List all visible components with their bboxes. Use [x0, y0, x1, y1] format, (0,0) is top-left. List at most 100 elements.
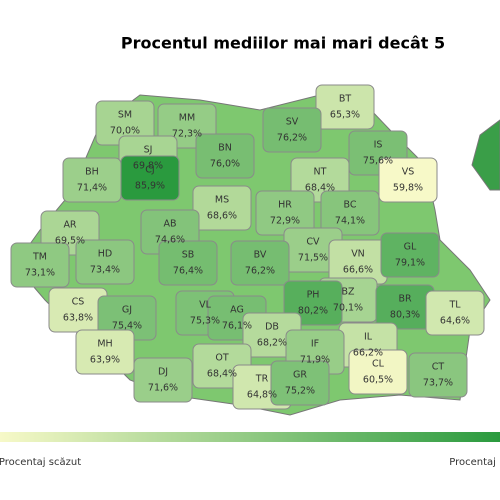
county-value: 64,6% — [440, 316, 470, 327]
county-value: 75,6% — [363, 156, 393, 167]
county-code: AB — [163, 219, 176, 230]
county-code: GL — [404, 242, 417, 253]
county-code: PH — [307, 290, 320, 301]
county — [195, 133, 255, 179]
county-value: 71,9% — [300, 355, 330, 366]
county-value: 72,9% — [270, 216, 300, 227]
county-value: 80,3% — [390, 310, 420, 321]
county-value: 74,6% — [155, 235, 185, 246]
county-value: 71,6% — [148, 383, 178, 394]
county-code: TM — [32, 252, 47, 263]
county-value: 68,6% — [207, 211, 237, 222]
county-value: 85,9% — [135, 181, 165, 192]
county-code: CL — [372, 359, 385, 370]
county-value: 63,9% — [90, 355, 120, 366]
county-code: BT — [339, 94, 352, 105]
county-code: VL — [199, 300, 211, 311]
county-labels: SM 70,0% MM 72,3% BT 65,3% SV 76,2% SJ 69,8% BN 76,… — [25, 94, 470, 401]
county — [158, 240, 218, 286]
county-code: IF — [311, 339, 319, 350]
county — [375, 284, 435, 330]
county-code: MS — [215, 195, 229, 206]
county-code: BC — [344, 200, 357, 211]
county-code: BN — [218, 143, 232, 154]
county — [270, 360, 330, 406]
county-value: 73,7% — [423, 378, 453, 389]
county — [75, 329, 135, 375]
county-value: 69,8% — [133, 161, 163, 172]
county-value: 76,2% — [245, 266, 275, 277]
county-value: 60,5% — [363, 375, 393, 386]
county — [328, 239, 388, 285]
county — [408, 352, 468, 398]
bucharest-inset — [471, 119, 500, 191]
legend-bar — [0, 432, 500, 442]
county — [62, 157, 122, 203]
county-value: 69,5% — [55, 236, 85, 247]
map-title: Procentul mediilor mai mari decât 5 — [121, 34, 445, 53]
county-code: DB — [265, 322, 279, 333]
legend-high: Procentaj ridicat — [449, 457, 500, 468]
county-value: 66,2% — [353, 348, 383, 359]
county-code: VN — [351, 249, 365, 260]
county — [348, 349, 408, 395]
county — [262, 107, 322, 153]
county-value: 71,4% — [77, 183, 107, 194]
county-value: 76,2% — [277, 133, 307, 144]
county-code: IL — [364, 332, 373, 343]
county-code: BH — [85, 167, 99, 178]
county-value: 72,3% — [172, 129, 202, 140]
county-code: CS — [72, 297, 85, 308]
county-code: CJ — [145, 165, 154, 176]
county-code: HD — [98, 249, 112, 260]
county — [315, 84, 375, 130]
county-code: MH — [97, 339, 112, 350]
county-code: TR — [255, 374, 269, 385]
county-code: CT — [432, 362, 445, 373]
county-code: VS — [402, 167, 415, 178]
county — [192, 185, 252, 231]
county-value: 64,8% — [247, 390, 277, 401]
county-code: AR — [63, 220, 76, 231]
county-value: 68,4% — [207, 369, 237, 380]
county-code: NT — [314, 167, 327, 178]
county-value: 73,4% — [90, 265, 120, 276]
county-code: HR — [278, 200, 292, 211]
county — [320, 190, 380, 236]
county-value: 75,3% — [190, 316, 220, 327]
county-value: 76,0% — [210, 159, 240, 170]
county-value: 75,4% — [112, 321, 142, 332]
county-code: BZ — [341, 287, 355, 298]
county — [425, 290, 485, 336]
county-code: MM — [179, 113, 195, 124]
county — [380, 232, 440, 278]
county-value: 68,2% — [257, 338, 287, 349]
county — [378, 157, 438, 203]
county-value: 68,4% — [305, 183, 335, 194]
county-code: SB — [182, 250, 195, 261]
county-code: GR — [293, 370, 307, 381]
county-code: OT — [215, 353, 228, 364]
county-code: AG — [230, 305, 244, 316]
county-value: 76,1% — [222, 321, 252, 332]
county — [133, 357, 193, 403]
county-value: 70,0% — [110, 126, 140, 137]
county — [75, 239, 135, 285]
county-code: DJ — [158, 367, 168, 378]
county-code: SJ — [144, 145, 153, 156]
county-value: 66,6% — [343, 265, 373, 276]
county-code: BR — [398, 294, 412, 305]
counties — [10, 84, 485, 410]
county-code: SV — [286, 117, 299, 128]
county-code: CV — [306, 237, 320, 248]
county-code: GJ — [122, 305, 132, 316]
county-code: BV — [254, 250, 267, 261]
county-value: 73,1% — [25, 268, 55, 279]
county — [230, 240, 290, 286]
county-code: SM — [118, 110, 132, 121]
county-value: 74,1% — [335, 216, 365, 227]
county-value: 79,1% — [395, 258, 425, 269]
county-value: 63,8% — [63, 313, 93, 324]
